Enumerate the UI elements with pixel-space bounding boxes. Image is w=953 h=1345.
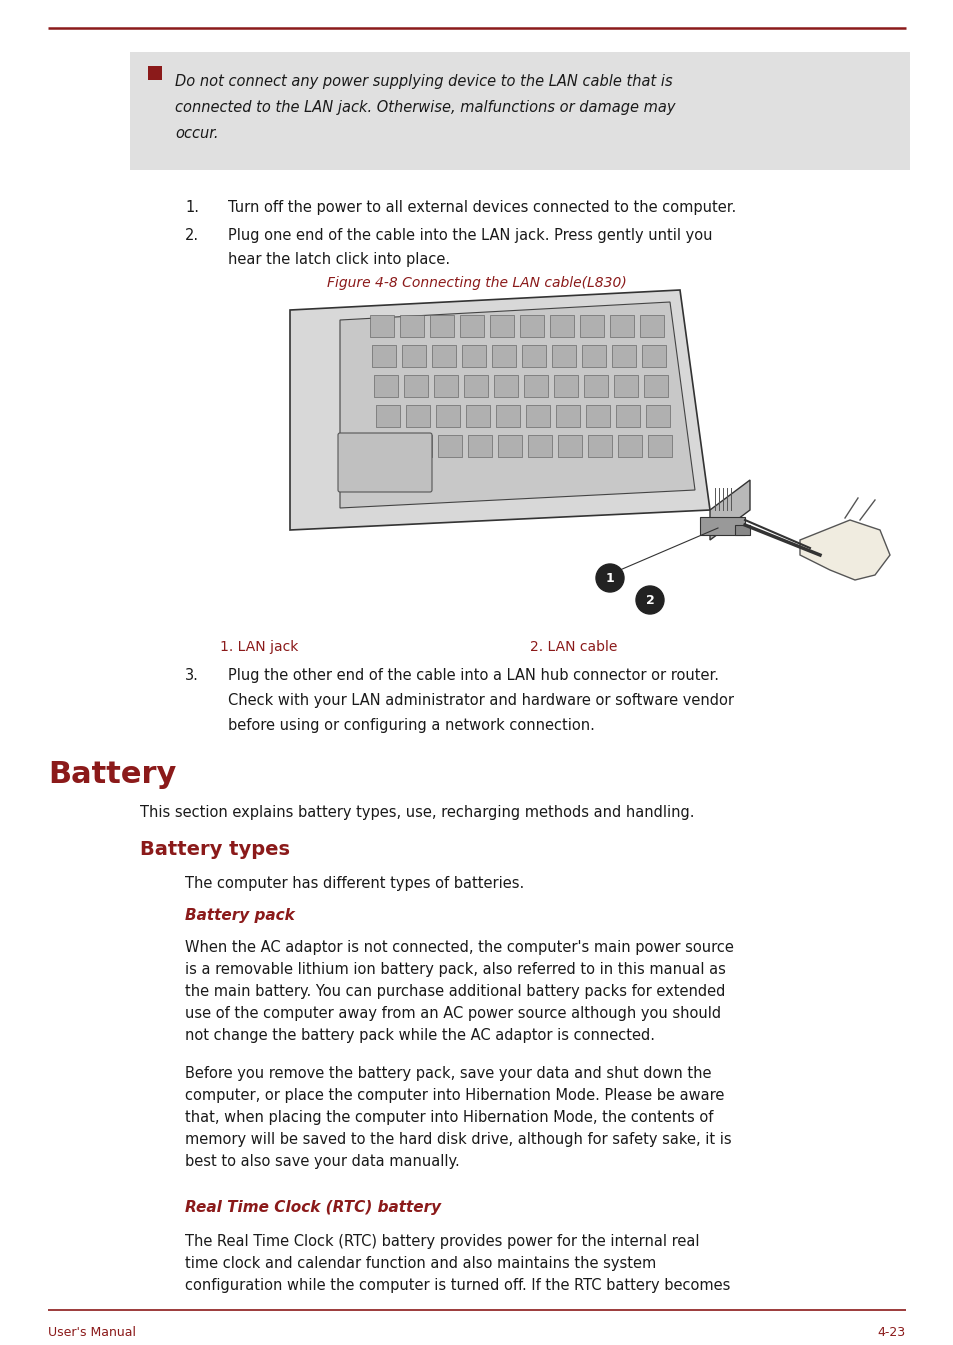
Bar <box>370 315 394 338</box>
Bar <box>494 375 517 397</box>
Bar <box>408 434 432 457</box>
Text: Do not connect any power supplying device to the LAN cable that is: Do not connect any power supplying devic… <box>174 74 672 89</box>
Text: Plug the other end of the cable into a LAN hub connector or router.: Plug the other end of the cable into a L… <box>228 668 719 683</box>
Bar <box>641 346 665 367</box>
Text: Battery: Battery <box>48 760 176 790</box>
Bar <box>525 405 550 426</box>
Text: 1: 1 <box>605 572 614 585</box>
Bar <box>647 434 671 457</box>
Polygon shape <box>339 303 695 508</box>
Text: 2. LAN cable: 2. LAN cable <box>530 640 617 654</box>
Bar <box>465 405 490 426</box>
Bar <box>490 315 514 338</box>
Bar <box>579 315 603 338</box>
Bar <box>375 405 399 426</box>
Polygon shape <box>290 291 709 530</box>
FancyBboxPatch shape <box>337 433 432 492</box>
Bar <box>643 375 667 397</box>
Bar <box>496 405 519 426</box>
Bar <box>700 516 744 535</box>
Text: occur.: occur. <box>174 126 218 141</box>
Circle shape <box>636 586 663 615</box>
Text: before using or configuring a network connection.: before using or configuring a network co… <box>228 718 595 733</box>
Bar <box>436 405 459 426</box>
Bar <box>401 346 426 367</box>
Bar <box>734 525 749 535</box>
Text: is a removable lithium ion battery pack, also referred to in this manual as: is a removable lithium ion battery pack,… <box>185 962 725 976</box>
Bar <box>434 375 457 397</box>
Text: Turn off the power to all external devices connected to the computer.: Turn off the power to all external devic… <box>228 200 736 215</box>
Text: This section explains battery types, use, recharging methods and handling.: This section explains battery types, use… <box>140 806 694 820</box>
Bar <box>645 405 669 426</box>
Bar <box>519 315 543 338</box>
Text: Battery pack: Battery pack <box>185 908 294 923</box>
Bar <box>618 434 641 457</box>
Bar <box>399 315 423 338</box>
Bar <box>614 375 638 397</box>
Bar <box>639 315 663 338</box>
Polygon shape <box>800 521 889 580</box>
Bar <box>459 315 483 338</box>
Text: the main battery. You can purchase additional battery packs for extended: the main battery. You can purchase addit… <box>185 985 724 999</box>
Bar <box>527 434 552 457</box>
Bar <box>437 434 461 457</box>
Text: Before you remove the battery pack, save your data and shut down the: Before you remove the battery pack, save… <box>185 1067 711 1081</box>
Circle shape <box>596 564 623 592</box>
Bar <box>583 375 607 397</box>
Bar <box>609 315 634 338</box>
Bar <box>552 346 576 367</box>
Bar <box>463 375 488 397</box>
Text: 1.: 1. <box>185 200 199 215</box>
Text: 2: 2 <box>645 593 654 607</box>
Polygon shape <box>709 480 749 539</box>
Text: use of the computer away from an AC power source although you should: use of the computer away from an AC powe… <box>185 1006 720 1021</box>
Text: Real Time Clock (RTC) battery: Real Time Clock (RTC) battery <box>185 1200 440 1215</box>
Bar <box>558 434 581 457</box>
Bar <box>581 346 605 367</box>
Text: 4-23: 4-23 <box>877 1326 905 1340</box>
Text: Figure 4-8 Connecting the LAN cable(L830): Figure 4-8 Connecting the LAN cable(L830… <box>327 276 626 291</box>
Text: memory will be saved to the hard disk drive, although for safety sake, it is: memory will be saved to the hard disk dr… <box>185 1132 731 1147</box>
Bar <box>497 434 521 457</box>
Text: 2.: 2. <box>185 229 199 243</box>
Bar <box>616 405 639 426</box>
Bar <box>377 434 401 457</box>
Bar <box>461 346 485 367</box>
Bar <box>585 405 609 426</box>
Text: not change the battery pack while the AC adaptor is connected.: not change the battery pack while the AC… <box>185 1028 655 1042</box>
Text: 1. LAN jack: 1. LAN jack <box>220 640 298 654</box>
Text: When the AC adaptor is not connected, the computer's main power source: When the AC adaptor is not connected, th… <box>185 940 733 955</box>
Text: The computer has different types of batteries.: The computer has different types of batt… <box>185 876 524 890</box>
Text: computer, or place the computer into Hibernation Mode. Please be aware: computer, or place the computer into Hib… <box>185 1088 723 1103</box>
Bar <box>612 346 636 367</box>
Text: Battery types: Battery types <box>140 841 290 859</box>
Text: best to also save your data manually.: best to also save your data manually. <box>185 1154 459 1169</box>
Text: time clock and calendar function and also maintains the system: time clock and calendar function and als… <box>185 1256 656 1271</box>
Bar <box>130 52 909 169</box>
Bar <box>492 346 516 367</box>
Text: configuration while the computer is turned off. If the RTC battery becomes: configuration while the computer is turn… <box>185 1278 730 1293</box>
Text: Plug one end of the cable into the LAN jack. Press gently until you: Plug one end of the cable into the LAN j… <box>228 229 712 243</box>
Text: that, when placing the computer into Hibernation Mode, the contents of: that, when placing the computer into Hib… <box>185 1110 713 1124</box>
Text: Check with your LAN administrator and hardware or software vendor: Check with your LAN administrator and ha… <box>228 693 733 707</box>
Text: 3.: 3. <box>185 668 198 683</box>
Bar <box>432 346 456 367</box>
Bar <box>406 405 430 426</box>
Bar <box>554 375 578 397</box>
Bar <box>550 315 574 338</box>
Bar <box>374 375 397 397</box>
Bar <box>587 434 612 457</box>
Bar <box>523 375 547 397</box>
Text: The Real Time Clock (RTC) battery provides power for the internal real: The Real Time Clock (RTC) battery provid… <box>185 1233 699 1250</box>
Text: User's Manual: User's Manual <box>48 1326 136 1340</box>
Bar <box>148 66 162 79</box>
Bar <box>403 375 428 397</box>
Text: connected to the LAN jack. Otherwise, malfunctions or damage may: connected to the LAN jack. Otherwise, ma… <box>174 100 675 116</box>
Bar <box>468 434 492 457</box>
Text: hear the latch click into place.: hear the latch click into place. <box>228 252 450 268</box>
Bar <box>430 315 454 338</box>
Bar <box>521 346 545 367</box>
Bar <box>372 346 395 367</box>
Bar <box>556 405 579 426</box>
